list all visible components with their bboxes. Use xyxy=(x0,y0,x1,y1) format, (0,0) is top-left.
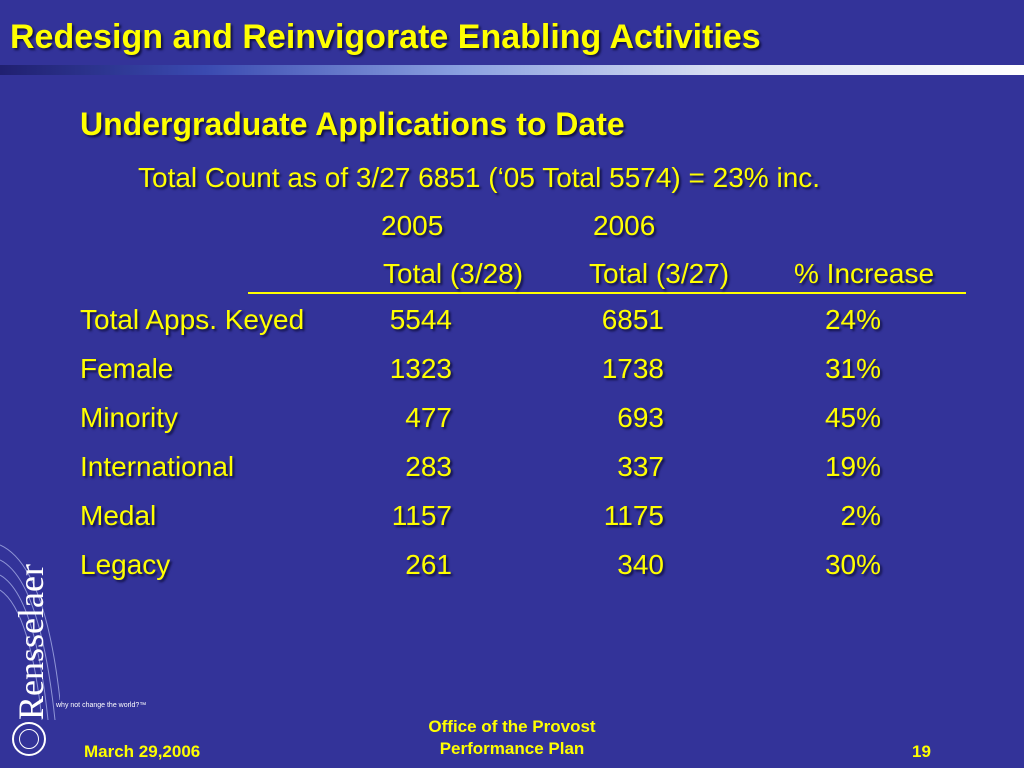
footer-plan-line: Performance Plan xyxy=(439,739,585,758)
logo-tagline: why not change the world?™ xyxy=(56,702,147,709)
value-increase: 24% xyxy=(824,304,881,335)
value-increase: 30% xyxy=(824,549,881,580)
value-2006: 337 xyxy=(617,451,664,482)
rensselaer-seal-icon xyxy=(12,722,46,756)
title-divider-bar xyxy=(0,65,1024,75)
footer-office: Office of the Provost Performance Plan xyxy=(380,716,644,760)
value-2005: 1157 xyxy=(391,500,452,531)
value-2005: 477 xyxy=(405,402,452,433)
section-heading: Undergraduate Applications to Date xyxy=(80,106,625,142)
total-count-line: Total Count as of 3/27 6851 (‘05 Total 5… xyxy=(138,162,821,193)
value-2006: 1738 xyxy=(601,353,664,384)
value-2006: 1175 xyxy=(603,500,664,531)
year-header-2005: 2005 xyxy=(381,210,444,241)
logo-swoosh-lines xyxy=(0,544,60,720)
table-row: Minority 477 693 45% xyxy=(0,402,1024,442)
year-header-2006: 2006 xyxy=(593,210,656,241)
value-2006: 340 xyxy=(617,549,664,580)
page-number: 19 xyxy=(912,742,931,761)
value-2005: 1323 xyxy=(389,353,452,384)
row-label: Total Apps. Keyed xyxy=(80,304,305,335)
value-increase: 45% xyxy=(824,402,881,433)
row-label: International xyxy=(80,451,235,482)
col-header-total-2006: Total (3/27) xyxy=(589,258,730,289)
table-row: Total Apps. Keyed 5544 6851 24% xyxy=(0,304,1024,344)
col-header-total-2005: Total (3/28) xyxy=(383,258,524,289)
footer-date: March 29,2006 xyxy=(84,742,201,761)
row-label: Medal xyxy=(80,500,157,531)
value-2005: 5544 xyxy=(389,304,452,335)
value-2005: 261 xyxy=(405,549,452,580)
column-header-underline xyxy=(248,258,966,294)
row-label: Female xyxy=(80,353,174,384)
value-2006: 6851 xyxy=(601,304,664,335)
footer-office-line: Office of the Provost xyxy=(428,717,596,736)
rensselaer-logo: Rensselaer xyxy=(11,564,51,720)
row-label: Legacy xyxy=(80,549,171,580)
value-2006: 693 xyxy=(617,402,664,433)
row-label: Minority xyxy=(80,402,179,433)
col-header-increase: % Increase xyxy=(794,258,935,289)
value-2005: 283 xyxy=(405,451,452,482)
table-row: Female 1323 1738 31% xyxy=(0,353,1024,393)
table-row: Medal 1157 1175 2% xyxy=(0,500,1024,540)
value-increase: 31% xyxy=(824,353,881,384)
value-increase: 2% xyxy=(840,500,881,531)
table-row: Legacy 261 340 30% xyxy=(0,549,1024,589)
slide-title: Redesign and Reinvigorate Enabling Activ… xyxy=(10,18,761,56)
value-increase: 19% xyxy=(824,451,881,482)
table-row: International 283 337 19% xyxy=(0,451,1024,491)
